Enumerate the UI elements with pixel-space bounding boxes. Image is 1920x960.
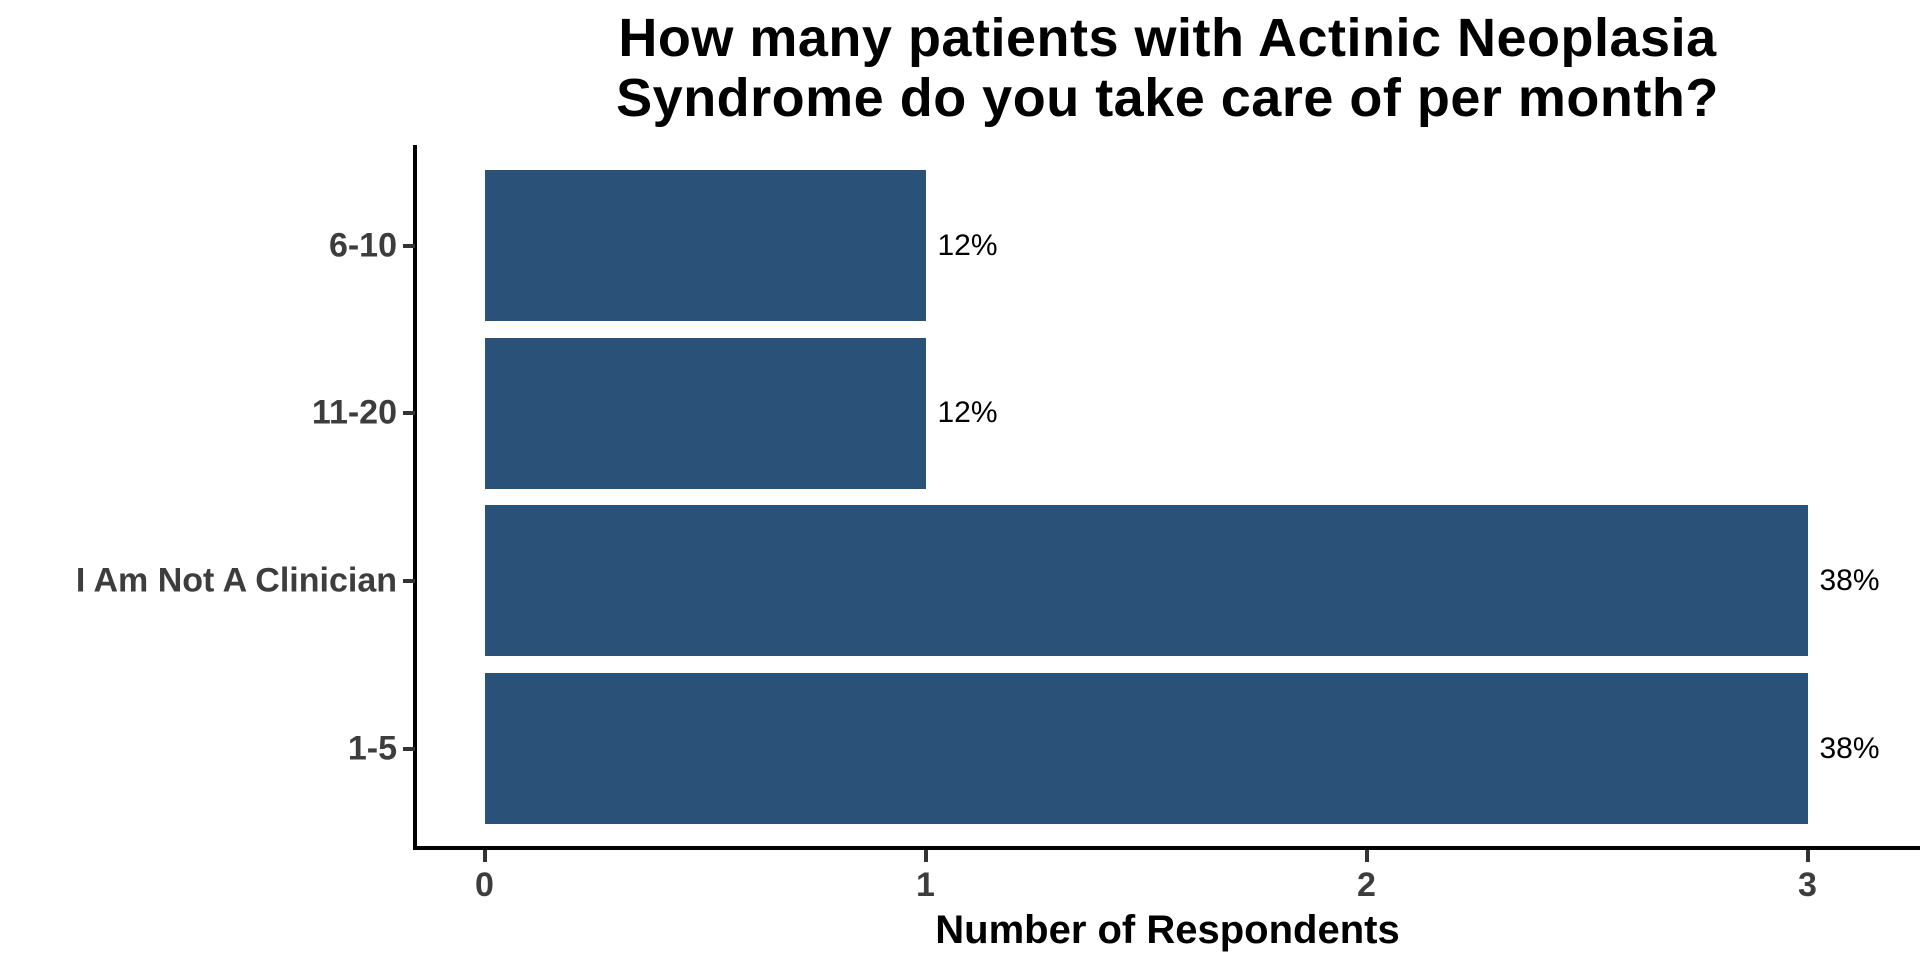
x-axis-tick-label: 0: [475, 866, 494, 904]
y-axis-category-label: 11-20: [311, 393, 397, 432]
bar-1-5: [484, 673, 1808, 825]
x-axis-tick-mark: [1364, 850, 1369, 862]
bar-value-label: 38%: [1819, 563, 1880, 597]
x-axis-tick-mark: [1805, 850, 1810, 862]
bar-value-label: 12%: [937, 228, 998, 262]
x-axis-tick-label: 2: [1357, 866, 1376, 904]
x-axis-tick-label: 1: [916, 866, 935, 904]
bar-6-10: [484, 170, 926, 321]
x-axis-tick-mark: [482, 850, 487, 862]
y-axis-tick-mark: [403, 578, 415, 583]
chart-title-line: How many patients with Actinic Neoplasia: [618, 8, 1717, 68]
x-axis-tick-mark: [923, 850, 928, 862]
y-axis-tick-mark: [403, 746, 415, 751]
y-axis-category-label: I Am Not A Clinician: [75, 561, 397, 600]
bar-value-label: 12%: [937, 396, 998, 430]
y-axis-category-label: 1-5: [347, 729, 397, 768]
y-axis-tick-mark: [403, 411, 415, 416]
plot-panel: [413, 145, 1920, 850]
chart-title-line: Syndrome do you take care of per month?: [616, 68, 1719, 129]
chart-title: How many patients with Actinic Neoplasia…: [415, 8, 1920, 129]
y-axis-category-label: 6-10: [328, 226, 397, 264]
y-axis-tick-mark: [403, 243, 415, 248]
x-axis-tick-label: 3: [1798, 866, 1817, 904]
bar-11-20: [484, 337, 926, 489]
bar-i-am-not-a-clinician: [484, 505, 1808, 657]
bar-value-label: 38%: [1819, 731, 1880, 765]
x-axis-title: Number of Respondents: [935, 908, 1400, 952]
